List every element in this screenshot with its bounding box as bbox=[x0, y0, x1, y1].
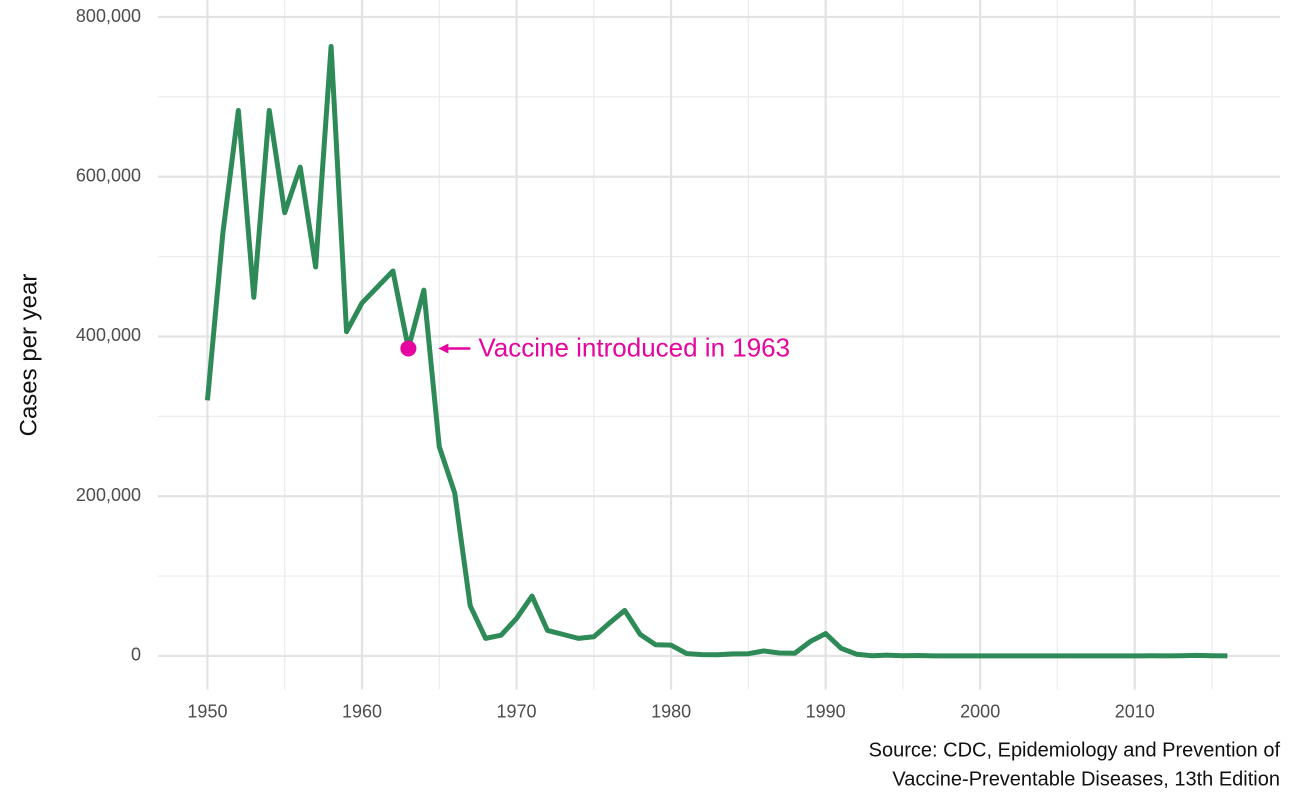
y-tick-label: 200,000 bbox=[76, 485, 141, 505]
y-tick-label: 0 bbox=[131, 645, 141, 665]
y-axis-label: Cases per year bbox=[15, 274, 42, 437]
x-tick-label: 1950 bbox=[187, 701, 227, 721]
annotation-point bbox=[400, 340, 417, 357]
y-tick-label: 400,000 bbox=[76, 325, 141, 345]
caption: Vaccine-Preventable Diseases, 13th Editi… bbox=[892, 768, 1280, 790]
x-tick-label: 2000 bbox=[960, 701, 1000, 721]
annotation-arrowhead bbox=[438, 343, 449, 354]
annotation-text: Vaccine introduced in 1963 bbox=[478, 332, 790, 362]
y-tick-label: 600,000 bbox=[76, 165, 141, 185]
x-tick-label: 1960 bbox=[342, 701, 382, 721]
x-tick-label: 2010 bbox=[1115, 701, 1155, 721]
x-tick-label: 1990 bbox=[806, 701, 846, 721]
caption: Source: CDC, Epidemiology and Prevention… bbox=[869, 739, 1281, 761]
x-tick-label: 1980 bbox=[651, 701, 691, 721]
x-tick-label: 1970 bbox=[497, 701, 537, 721]
y-tick-label: 800,000 bbox=[76, 6, 141, 26]
data-line bbox=[204, 44, 1228, 659]
